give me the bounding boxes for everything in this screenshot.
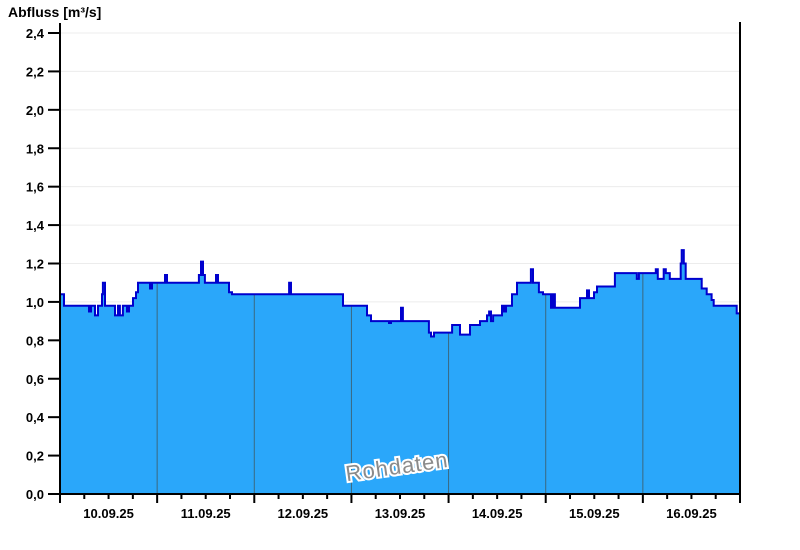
- y-tick-label: 0,8: [26, 333, 44, 348]
- y-tick-label: 0,6: [26, 372, 44, 387]
- y-tick-label: 0,2: [26, 449, 44, 464]
- x-tick-label: 16.09.25: [666, 506, 717, 521]
- x-tick-label: 13.09.25: [375, 506, 426, 521]
- x-tick-label: 12.09.25: [278, 506, 329, 521]
- x-tick-label: 14.09.25: [472, 506, 523, 521]
- y-tick-label: 1,8: [26, 141, 44, 156]
- x-tick-label: 11.09.25: [181, 506, 231, 521]
- y-tick-label: 2,0: [26, 103, 44, 118]
- y-tick-label: 2,2: [26, 64, 44, 79]
- chart-title: Abfluss [m³/s]: [8, 4, 102, 20]
- x-tick-label: 10.09.25: [83, 506, 134, 521]
- y-tick-label: 1,0: [26, 295, 44, 310]
- y-tick-label: 1,2: [26, 257, 44, 272]
- area-series: [60, 250, 740, 494]
- y-tick-label: 0,0: [26, 487, 44, 502]
- y-tick-label: 2,4: [26, 26, 45, 41]
- y-tick-label: 0,4: [26, 410, 45, 425]
- y-tick-label: 1,4: [26, 218, 45, 233]
- series-line: [60, 249, 740, 338]
- y-tick-label: 1,6: [26, 180, 44, 195]
- x-tick-label: 15.09.25: [569, 506, 620, 521]
